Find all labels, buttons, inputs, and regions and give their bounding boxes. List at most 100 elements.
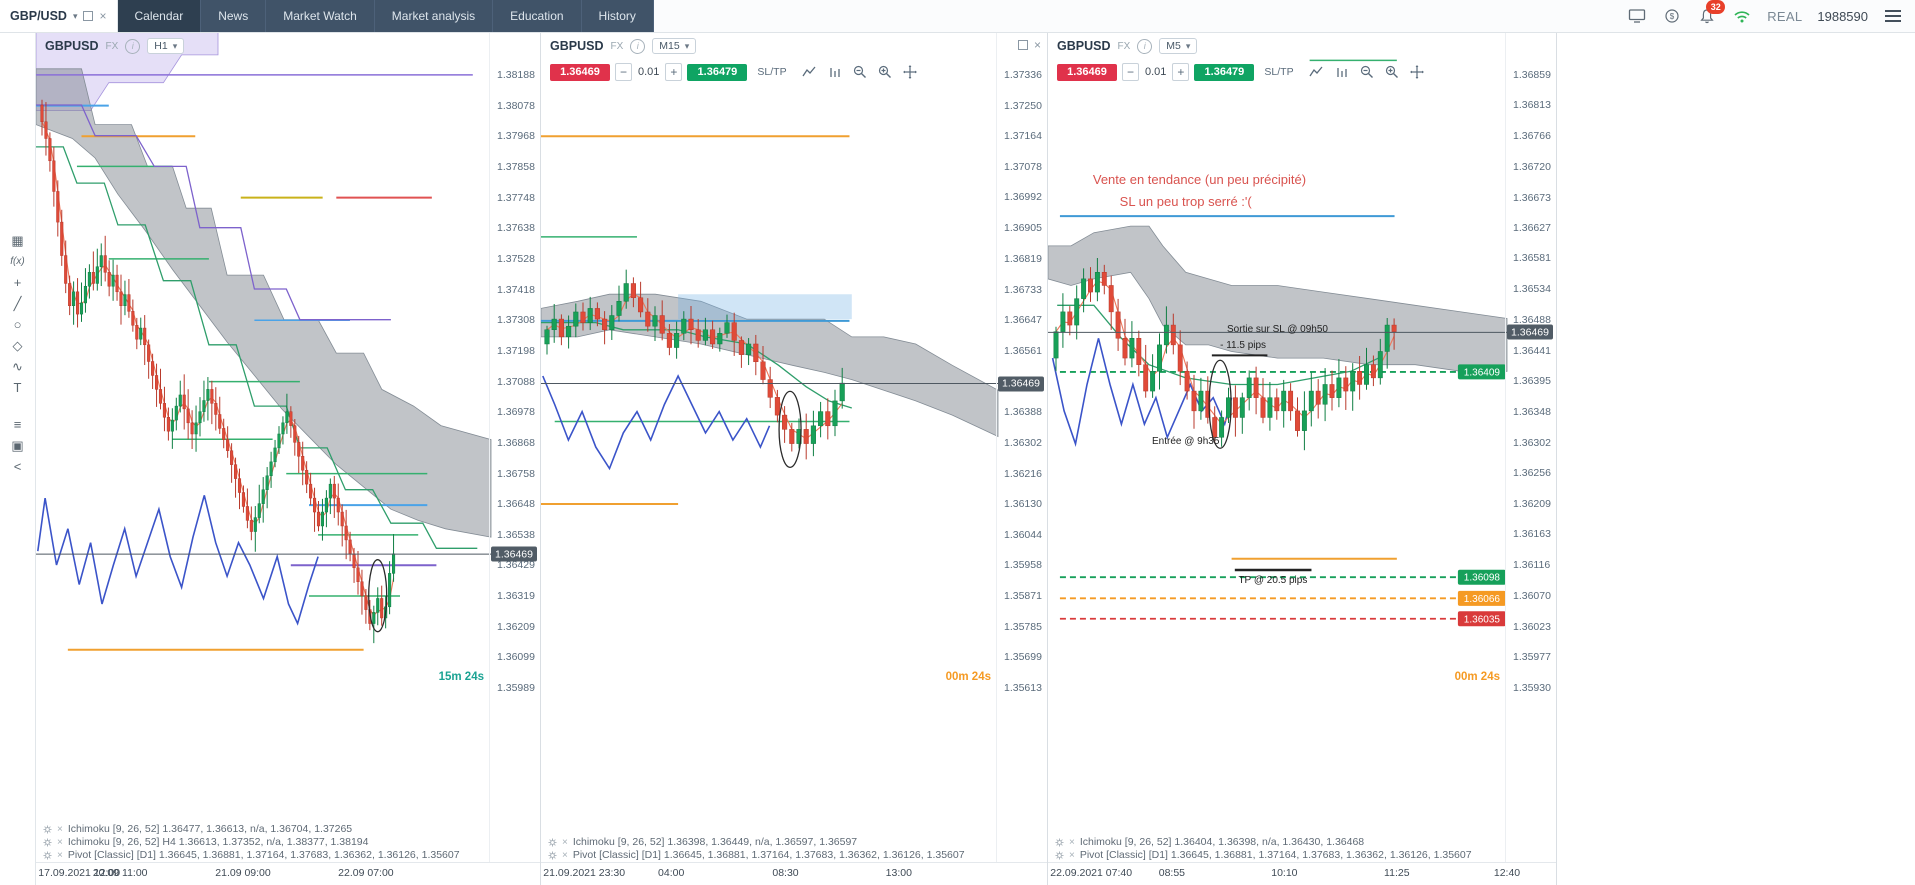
- price-axis-label: 1.36819: [1003, 253, 1043, 265]
- chart-canvas[interactable]: 1.36409 1.36098 1.36066 1.36035 Vente en ten…: [1048, 32, 1557, 863]
- indicator-bars-icon[interactable]: [828, 66, 842, 78]
- indicator-bars-icon[interactable]: [1335, 66, 1349, 78]
- chart-layout-icon[interactable]: ▦: [11, 232, 24, 248]
- trendline-tool-icon[interactable]: [802, 66, 817, 78]
- share-icon[interactable]: <: [13, 459, 22, 474]
- legend-settings-icon[interactable]: [43, 824, 52, 834]
- close-icon[interactable]: ×: [99, 9, 107, 23]
- chevron-down-icon[interactable]: ▾: [72, 10, 78, 21]
- legend-settings-icon[interactable]: [43, 850, 52, 860]
- legend-remove-icon[interactable]: ×: [57, 823, 63, 835]
- legend-remove-icon[interactable]: ×: [562, 836, 568, 848]
- chart-canvas[interactable]: [541, 32, 1048, 863]
- price-axis-label: 1.35871: [1003, 590, 1043, 603]
- candle-body: [573, 311, 579, 327]
- legend-settings-icon[interactable]: [548, 850, 557, 860]
- price-axis[interactable]: 1.38188 1.38078 1.37968 1.37858 1.37748 1.376…: [489, 32, 540, 863]
- qty-minus-button[interactable]: −: [1122, 63, 1139, 81]
- pan-crosshair-icon[interactable]: [902, 65, 917, 79]
- account-id[interactable]: 1988590: [1817, 8, 1868, 24]
- time-axis-label: 04:00: [658, 867, 685, 879]
- candle-body: [566, 325, 572, 338]
- price-axis-label: 1.38188: [496, 68, 536, 81]
- candle-body: [1295, 410, 1300, 431]
- candle-body: [348, 539, 352, 555]
- info-icon[interactable]: i: [125, 38, 141, 54]
- notifications-bell-icon[interactable]: 32: [1697, 0, 1726, 26]
- volume-profile-icon[interactable]: ≡: [13, 417, 22, 432]
- sltp-button[interactable]: SL/TP: [757, 66, 787, 78]
- annotation-text: Sortie sur SL @ 09h50: [1227, 324, 1328, 335]
- price-axis[interactable]: 1.36859 1.36813 1.36766 1.36720 1.36673 1.366…: [1505, 32, 1556, 863]
- indicators-icon[interactable]: f(x): [10, 256, 25, 267]
- time-axis[interactable]: 22.09.2021 07:40 08:55 10:10 11:25 12:40: [1048, 862, 1556, 885]
- candle-body: [222, 428, 226, 440]
- shapes-icon[interactable]: ◇: [12, 337, 23, 353]
- new-window-icon[interactable]: [83, 11, 94, 21]
- candle-body: [731, 322, 737, 341]
- candle-body: [1301, 410, 1307, 431]
- pan-crosshair-icon[interactable]: [1409, 65, 1424, 79]
- candle-body: [587, 308, 593, 323]
- time-axis[interactable]: 21.09.2021 23:30 04:00 08:30 13:00: [541, 862, 1047, 885]
- funds-transfer-icon[interactable]: $: [1662, 6, 1682, 26]
- timeframe-selector[interactable]: H1 ▾: [147, 38, 185, 54]
- workspace-icon[interactable]: [1627, 6, 1647, 26]
- qty-value[interactable]: 0.01: [638, 66, 660, 78]
- legend-settings-icon[interactable]: [1055, 850, 1064, 860]
- zoom-out-icon[interactable]: [853, 65, 867, 79]
- chart-canvas[interactable]: [36, 32, 541, 863]
- tab-news[interactable]: News: [201, 0, 267, 32]
- price-axis-label: 1.36978: [496, 406, 536, 419]
- tab-education[interactable]: Education: [493, 0, 582, 32]
- legend-remove-icon[interactable]: ×: [562, 849, 568, 861]
- candle-body: [1336, 377, 1342, 398]
- add-icon[interactable]: +: [13, 275, 22, 290]
- zoom-out-icon[interactable]: [1360, 65, 1374, 79]
- legend-settings-icon[interactable]: [43, 837, 52, 847]
- buy-button[interactable]: 1.36479: [1194, 63, 1255, 81]
- ellipse-tool-icon[interactable]: ○: [13, 317, 22, 332]
- legend-remove-icon[interactable]: ×: [57, 836, 63, 848]
- price-axis[interactable]: 1.37336 1.37250 1.37164 1.37078 1.36992 1.369…: [996, 32, 1047, 863]
- tab-market-analysis[interactable]: Market analysis: [374, 0, 494, 32]
- timeframe-selector[interactable]: M15 ▾: [652, 38, 697, 54]
- legend-settings-icon[interactable]: [1055, 837, 1064, 847]
- symbol-tab[interactable]: GBP/USD ▾ ×: [0, 0, 118, 32]
- zoom-in-icon[interactable]: [1385, 65, 1399, 79]
- info-icon[interactable]: i: [1137, 38, 1153, 54]
- text-tool-icon[interactable]: T: [13, 380, 22, 395]
- qty-minus-button[interactable]: −: [615, 63, 632, 81]
- timeframe-selector[interactable]: M5 ▾: [1159, 38, 1198, 54]
- candle-body: [1108, 285, 1114, 313]
- qty-value[interactable]: 0.01: [1145, 66, 1167, 78]
- candle-body: [1391, 324, 1397, 332]
- tab-market-watch[interactable]: Market Watch: [266, 0, 375, 32]
- legend-remove-icon[interactable]: ×: [57, 849, 63, 861]
- tab-history[interactable]: History: [581, 0, 654, 32]
- close-icon[interactable]: ×: [1033, 38, 1041, 52]
- tab-calendar[interactable]: Calendar: [117, 0, 202, 32]
- legend-settings-icon[interactable]: [548, 837, 557, 847]
- price-axis-label: 1.36023: [1512, 620, 1552, 633]
- legend-remove-icon[interactable]: ×: [1069, 836, 1075, 848]
- qty-plus-button[interactable]: +: [1172, 63, 1190, 81]
- trendline-tool-icon[interactable]: [1309, 66, 1324, 78]
- trendline-icon[interactable]: ╱: [13, 295, 22, 311]
- sell-button[interactable]: 1.36469: [550, 63, 610, 81]
- time-axis[interactable]: 17.09.2021 12:00 20.09 11:00 21.09 09:00 22…: [36, 862, 540, 885]
- buy-button[interactable]: 1.36479: [687, 63, 748, 81]
- layers-icon[interactable]: ▣: [11, 437, 24, 453]
- zoom-in-icon[interactable]: [878, 65, 892, 79]
- maximize-icon[interactable]: [1017, 40, 1028, 50]
- indicator-line: [36, 104, 391, 321]
- legend-remove-icon[interactable]: ×: [1069, 849, 1075, 861]
- sell-button[interactable]: 1.36469: [1057, 63, 1117, 81]
- qty-plus-button[interactable]: +: [665, 63, 683, 81]
- candle-body: [832, 400, 838, 427]
- wave-tool-icon[interactable]: ∿: [12, 358, 23, 374]
- sltp-button[interactable]: SL/TP: [1264, 66, 1294, 78]
- info-icon[interactable]: i: [630, 38, 646, 54]
- menu-icon[interactable]: [1883, 8, 1903, 24]
- candle-body: [127, 294, 131, 312]
